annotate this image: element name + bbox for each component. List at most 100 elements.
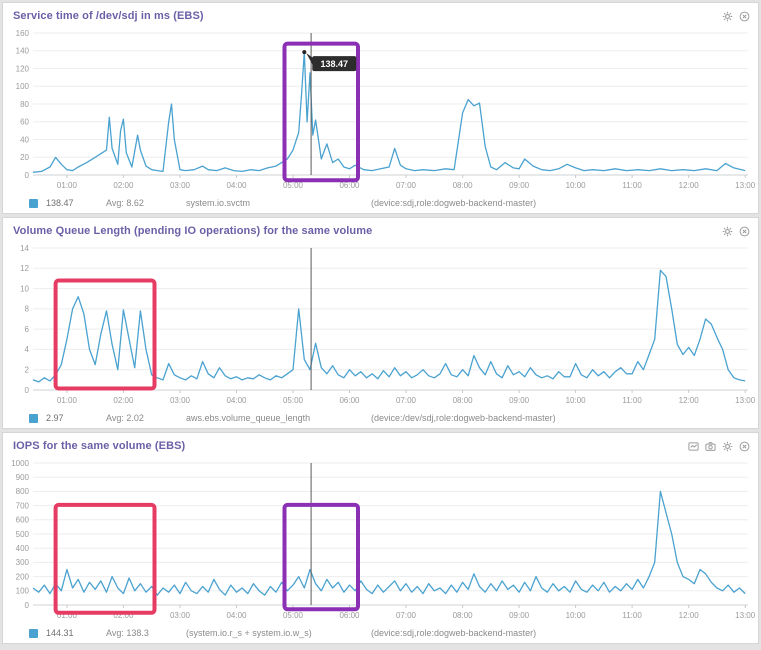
svg-text:08:00: 08:00 [453, 396, 474, 405]
svg-text:12:00: 12:00 [679, 611, 700, 620]
panel-iops: IOPS for the same volume (EBS) 0 100 200 30… [2, 432, 759, 644]
panel-service-time: Service time of /dev/sdj in ms (EBS) 0 20… [2, 2, 759, 214]
svg-text:13:00: 13:00 [735, 181, 756, 190]
svg-text:13:00: 13:00 [735, 396, 756, 405]
svg-text:09:00: 09:00 [509, 181, 530, 190]
svg-text:01:00: 01:00 [57, 181, 78, 190]
svg-text:10: 10 [20, 284, 29, 293]
svg-text:0: 0 [25, 171, 30, 180]
legend-avg: Avg: 138.3 [106, 628, 149, 638]
svg-text:08:00: 08:00 [453, 181, 474, 190]
svg-text:138.47: 138.47 [321, 59, 349, 69]
svg-text:05:00: 05:00 [283, 396, 304, 405]
panel-header: Volume Queue Length (pending IO operatio… [3, 218, 758, 242]
series-swatch[interactable] [29, 413, 38, 423]
svg-text:600: 600 [16, 516, 30, 525]
svg-text:05:00: 05:00 [283, 181, 304, 190]
svg-text:2: 2 [25, 366, 30, 375]
svg-text:140: 140 [16, 47, 30, 56]
svg-text:07:00: 07:00 [396, 396, 417, 405]
svg-text:02:00: 02:00 [113, 611, 134, 620]
panel-controls [688, 441, 750, 452]
svg-text:11:00: 11:00 [622, 396, 642, 405]
svg-text:01:00: 01:00 [57, 611, 78, 620]
legend-metric: (system.io.r_s + system.io.w_s) [186, 628, 312, 638]
svg-text:02:00: 02:00 [113, 181, 134, 190]
svg-text:06:00: 06:00 [339, 611, 360, 620]
svg-text:06:00: 06:00 [339, 181, 360, 190]
svg-text:120: 120 [16, 64, 30, 73]
panel-controls [722, 11, 750, 22]
legend-scope: (device:sdj,role:dogweb-backend-master) [371, 628, 537, 638]
panel-title: Volume Queue Length (pending IO operatio… [13, 225, 373, 237]
legend-value: 138.47 [46, 198, 74, 208]
svg-text:60: 60 [20, 118, 29, 127]
svg-text:900: 900 [16, 473, 30, 482]
svg-text:40: 40 [20, 135, 29, 144]
legend-row: 144.31 Avg: 138.3 (system.io.r_s + syste… [3, 623, 758, 643]
svg-text:700: 700 [16, 501, 30, 510]
queue-length-chart[interactable]: 0 2 4 6 8 10 12 14 01:00 02:00 03:00 04:00 05:00 06:0… [3, 242, 758, 408]
svg-text:12: 12 [20, 264, 29, 273]
legend-value: 2.97 [46, 413, 64, 423]
svg-text:09:00: 09:00 [509, 396, 530, 405]
svg-text:4: 4 [25, 345, 30, 354]
svg-text:11:00: 11:00 [622, 611, 642, 620]
svg-text:160: 160 [16, 29, 30, 38]
svg-text:100: 100 [16, 587, 30, 596]
svg-text:07:00: 07:00 [396, 611, 417, 620]
service-time-chart[interactable]: 0 20 40 60 80 100 120 140 160 01:00 02:00 03:00 04:0… [3, 27, 758, 193]
svg-text:0: 0 [25, 386, 30, 395]
svg-text:04:00: 04:00 [226, 396, 247, 405]
svg-text:02:00: 02:00 [113, 396, 134, 405]
panel-controls [722, 226, 750, 237]
svg-text:8: 8 [25, 305, 30, 314]
iops-chart[interactable]: 0 100 200 300 400 500 600 700 800 900 1000 01:00 02:… [3, 457, 758, 623]
series-swatch[interactable] [29, 198, 38, 208]
legend-metric: aws.ebs.volume_queue_length [186, 413, 311, 423]
svg-text:03:00: 03:00 [170, 611, 191, 620]
svg-text:200: 200 [16, 572, 30, 581]
legend-row: 138.47 Avg: 8.62 system.io.svctm (device… [3, 193, 758, 213]
panel-title: Service time of /dev/sdj in ms (EBS) [13, 10, 204, 22]
settings-gear-icon[interactable] [722, 11, 733, 22]
svg-text:04:00: 04:00 [226, 611, 247, 620]
svg-text:05:00: 05:00 [283, 611, 304, 620]
settings-gear-icon[interactable] [722, 226, 733, 237]
close-icon[interactable] [739, 441, 750, 452]
settings-gear-icon[interactable] [722, 441, 733, 452]
svg-text:12:00: 12:00 [679, 181, 700, 190]
svg-text:10:00: 10:00 [566, 396, 587, 405]
export-graph-icon[interactable] [688, 441, 699, 452]
panel-header: IOPS for the same volume (EBS) [3, 433, 758, 457]
svg-text:12:00: 12:00 [679, 396, 700, 405]
panel-title: IOPS for the same volume (EBS) [13, 440, 186, 452]
legend-avg: Avg: 2.02 [106, 413, 144, 423]
svg-text:03:00: 03:00 [170, 181, 191, 190]
svg-text:07:00: 07:00 [396, 181, 417, 190]
svg-text:10:00: 10:00 [566, 181, 587, 190]
svg-text:100: 100 [16, 82, 30, 91]
svg-text:500: 500 [16, 530, 30, 539]
legend-metric: system.io.svctm [186, 198, 251, 208]
close-icon[interactable] [739, 226, 750, 237]
svg-text:10:00: 10:00 [566, 611, 587, 620]
legend-row: 2.97 Avg: 2.02 aws.ebs.volume_queue_leng… [3, 408, 758, 428]
svg-text:13:00: 13:00 [735, 611, 756, 620]
svg-text:20: 20 [20, 153, 29, 162]
svg-text:03:00: 03:00 [170, 396, 191, 405]
svg-text:09:00: 09:00 [509, 611, 530, 620]
legend-avg: Avg: 8.62 [106, 198, 144, 208]
camera-snapshot-icon[interactable] [705, 441, 716, 452]
series-swatch[interactable] [29, 628, 38, 638]
legend-scope: (device:sdj,role:dogweb-backend-master) [371, 198, 537, 208]
close-icon[interactable] [739, 11, 750, 22]
panel-header: Service time of /dev/sdj in ms (EBS) [3, 3, 758, 27]
svg-text:08:00: 08:00 [453, 611, 474, 620]
svg-text:1000: 1000 [11, 459, 29, 468]
legend-value: 144.31 [46, 628, 74, 638]
svg-text:11:00: 11:00 [622, 181, 642, 190]
panel-queue-length: Volume Queue Length (pending IO operatio… [2, 217, 759, 429]
svg-text:300: 300 [16, 558, 30, 567]
svg-text:6: 6 [25, 325, 30, 334]
